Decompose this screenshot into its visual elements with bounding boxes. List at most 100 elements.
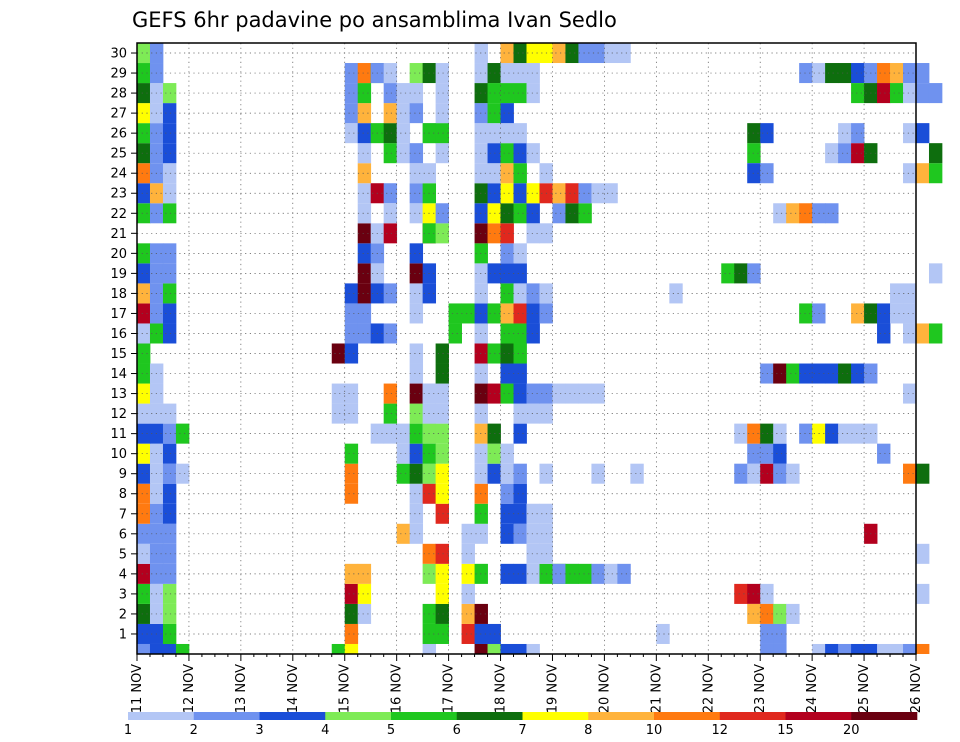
heatmap-cell (162, 583, 177, 604)
x-tick-label: 26 NOV (909, 664, 924, 713)
heatmap-cell (513, 483, 527, 504)
legend-label: 6 (453, 723, 461, 738)
heatmap-cell (734, 463, 748, 484)
y-tick-label: 12 (110, 407, 127, 422)
heatmap-cell (448, 303, 462, 324)
heatmap-cell (383, 143, 398, 164)
heatmap-cell (461, 303, 475, 324)
heatmap-cell (916, 63, 930, 84)
y-tick-label: 24 (110, 167, 127, 182)
heatmap-cell (903, 323, 917, 344)
heatmap-cell (851, 423, 865, 444)
heatmap-cell (162, 523, 177, 544)
heatmap-cell (526, 83, 540, 104)
y-tick-label: 17 (110, 307, 127, 322)
heatmap-cell (137, 263, 151, 284)
heatmap-cell (903, 283, 917, 304)
y-tick-label: 2 (119, 607, 127, 622)
heatmap-cell (357, 303, 372, 324)
heatmap-cell (435, 383, 449, 404)
heatmap-cell (137, 83, 151, 104)
heatmap-cell (890, 83, 904, 104)
heatmap-cell (409, 83, 424, 104)
heatmap-cell (162, 563, 177, 584)
heatmap-cell (877, 443, 891, 464)
y-tick-label: 4 (119, 567, 127, 582)
heatmap-cell (137, 103, 151, 124)
heatmap-cell (409, 183, 424, 204)
heatmap-cell (916, 163, 930, 184)
heatmap-cell (513, 323, 527, 344)
heatmap-cell (812, 643, 826, 654)
heatmap-cell (344, 603, 359, 624)
heatmap-cell (461, 523, 475, 544)
heatmap-cell (396, 83, 411, 104)
heatmap-cell (175, 463, 190, 484)
heatmap-cell (565, 43, 579, 64)
y-tick-label: 26 (110, 127, 127, 142)
heatmap-cell (383, 283, 398, 304)
y-tick-label: 3 (119, 587, 127, 602)
heatmap-cell (383, 203, 398, 224)
heatmap-cell (903, 63, 917, 84)
heatmap-cell (747, 603, 761, 624)
heatmap-cell (162, 183, 177, 204)
heatmap-cell (799, 63, 813, 84)
heatmap-cell (137, 283, 151, 304)
x-tick-label: 17 NOV (442, 664, 457, 713)
heatmap-cell (461, 623, 475, 644)
heatmap-cell (825, 363, 839, 384)
heatmap-cell (344, 63, 359, 84)
heatmap-cell (526, 523, 540, 544)
heatmap-cell (526, 403, 540, 424)
legend-swatch (522, 712, 589, 720)
heatmap-cell (149, 643, 164, 654)
heatmap-cell (137, 543, 151, 564)
heatmap-cell (137, 143, 151, 164)
heatmap-cell (513, 203, 527, 224)
heatmap-cell (409, 483, 424, 504)
heatmap-cell (383, 63, 398, 84)
legend-label: 20 (843, 723, 860, 738)
legend-swatch (785, 712, 852, 720)
heatmap-cell (786, 363, 800, 384)
heatmap-cell (396, 103, 411, 124)
legend-label: 1 (124, 723, 132, 738)
heatmap-cell (526, 143, 540, 164)
heatmap-cell (162, 123, 177, 144)
heatmap-cell (500, 383, 514, 404)
heatmap-cell (461, 603, 475, 624)
heatmap-cell (838, 643, 852, 654)
heatmap-cell (409, 363, 424, 384)
heatmap-cell (838, 143, 852, 164)
heatmap-cell (383, 223, 398, 244)
y-tick-label: 22 (110, 207, 127, 222)
heatmap-cell (513, 43, 527, 64)
heatmap-cell (578, 183, 592, 204)
heatmap-cell (435, 423, 449, 444)
heatmap-cell (357, 563, 372, 584)
heatmap-cell (799, 363, 813, 384)
heatmap-cell (916, 463, 930, 484)
heatmap-cell (500, 43, 514, 64)
heatmap-cell (513, 83, 527, 104)
heatmap-cell (916, 123, 930, 144)
legend-label: 12 (711, 723, 728, 738)
heatmap-cell (435, 463, 449, 484)
heatmap-cell (565, 183, 579, 204)
y-tick-label: 1 (119, 627, 127, 642)
heatmap-cell (137, 503, 151, 524)
heatmap-cell (552, 203, 566, 224)
legend-swatch (851, 712, 918, 720)
heatmap-cell (578, 43, 592, 64)
heatmap-cell (409, 63, 424, 84)
heatmap-cell (396, 423, 411, 444)
heatmap-cell (747, 143, 761, 164)
heatmap-cell (734, 583, 748, 604)
heatmap-cell (162, 143, 177, 164)
heatmap-cell (435, 223, 449, 244)
heatmap-cell (903, 643, 917, 654)
heatmap-cell (500, 203, 514, 224)
heatmap-cell (513, 343, 527, 364)
heatmap-cell (773, 643, 787, 654)
